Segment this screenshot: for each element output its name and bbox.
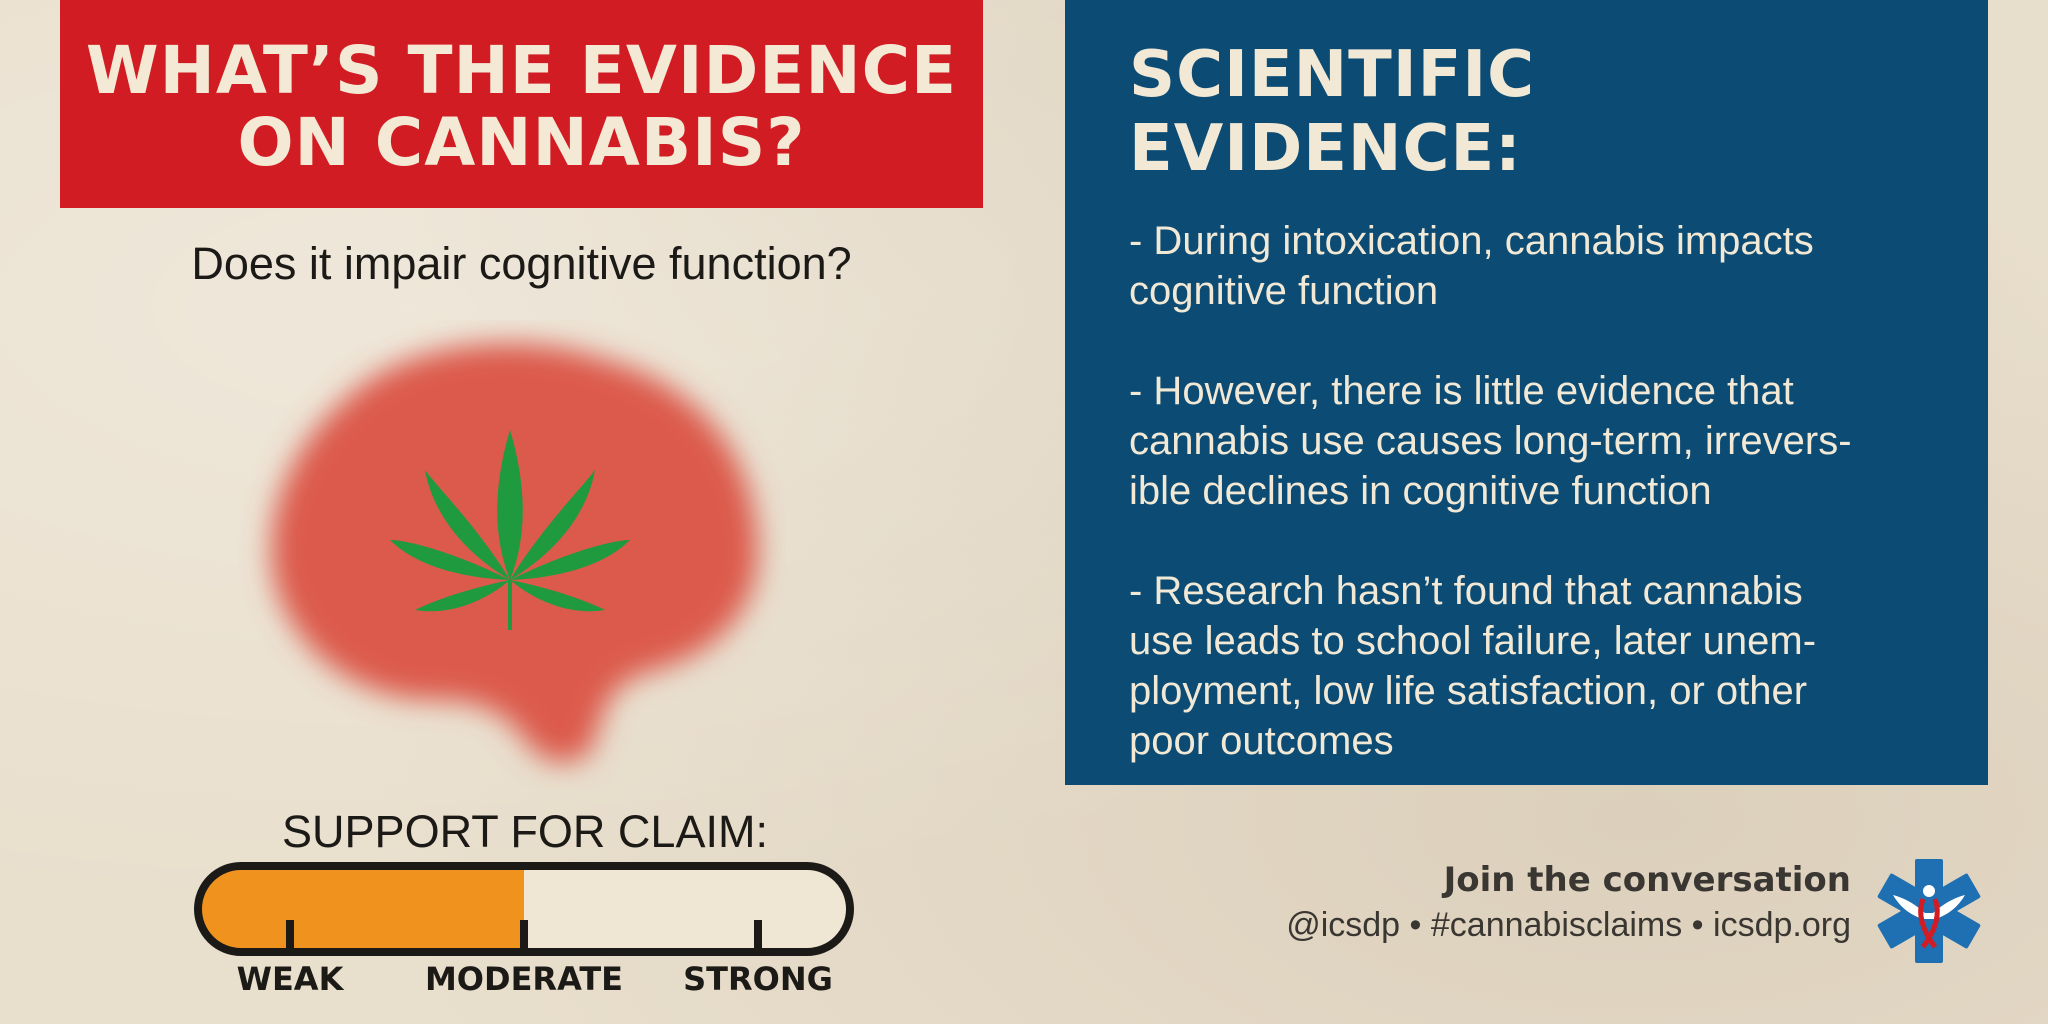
evidence-bullet: - Research hasn’t found that cannabis us… [1129,569,1817,763]
evidence-panel: SCIENTIFIC EVIDENCE: - During intoxicati… [1065,0,1988,785]
label-weak: WEAK [237,960,345,998]
brain-with-cannabis-leaf-icon [225,320,785,790]
footer-links[interactable]: @icsdp • #cannabisclaims • icsdp.org [1286,906,1851,944]
evidence-bullet: - However, there is little evidence that… [1129,369,1852,513]
evidence-title: SCIENTIFIC EVIDENCE: [1129,38,1536,186]
label-moderate: MODERATE [425,960,623,998]
question-text: Does it impair cognitive function? [191,238,852,289]
title-line-1: WHAT’S THE EVIDENCE [85,32,958,109]
label-strong: STRONG [683,960,833,998]
meter-fill [198,866,524,952]
support-meter: WEAK MODERATE STRONG [192,860,856,1020]
star-of-life-icon [1873,855,1985,967]
evidence-bullet: - During intoxication, cannabis impacts … [1129,219,1814,313]
footer-join: Join the conversation [1443,860,1851,900]
support-title: SUPPORT FOR CLAIM: [282,806,768,857]
cannabis-leaf [390,430,630,630]
header-banner: WHAT’S THE EVIDENCE ON CANNABIS? [60,0,983,208]
title-line-2: ON CANNABIS? [237,104,806,181]
footer: Join the conversation @icsdp • #cannabis… [1286,860,1851,945]
